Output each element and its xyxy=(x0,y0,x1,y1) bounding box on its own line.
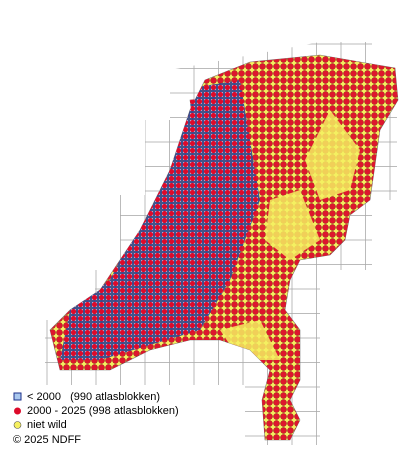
legend-symbol-old xyxy=(13,392,22,401)
legend-label: niet wild xyxy=(27,419,67,431)
legend: < 2000 (990 atlasblokken) 2000 - 2025 (9… xyxy=(13,391,179,446)
legend-label: < 2000 (990 atlasblokken) xyxy=(27,391,160,403)
empty-areas xyxy=(220,110,360,360)
legend-symbol-recent xyxy=(14,407,21,415)
copyright: © 2025 NDFF xyxy=(13,434,81,446)
old-records xyxy=(60,80,260,360)
legend-label: 2000 - 2025 (998 atlasblokken) xyxy=(27,405,179,417)
legend-symbol-not-wild xyxy=(13,421,22,429)
